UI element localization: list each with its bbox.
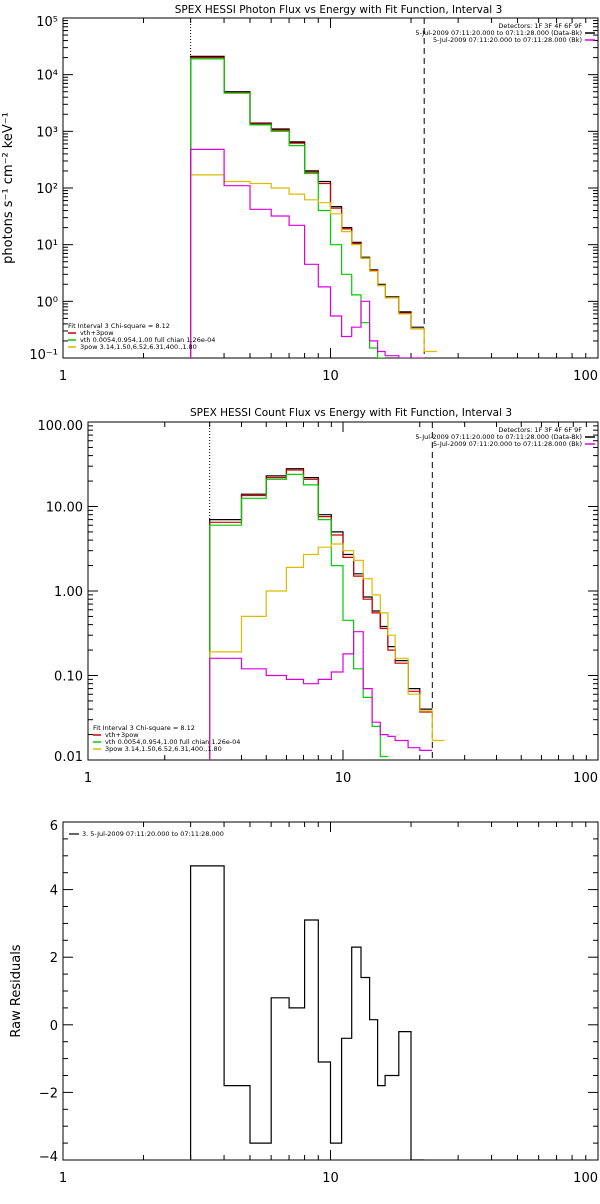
detector-info-line: Detectors: 1F 3F 4F 6F 9F [498, 22, 582, 30]
y-tick-label: 0.01 [54, 750, 83, 765]
x-tick-label: 100 [573, 1171, 598, 1186]
chart-title: SPEX HESSI Photon Flux vs Energy with Fi… [175, 4, 503, 16]
detector-info-line: Detectors: 1F 3F 4F 6F 9F [498, 426, 582, 434]
residual-legend-label: 3. 5-Jul-2009 07:11:20.000 to 07:11:28.0… [82, 830, 224, 838]
fit-legend-line: vth+3pow [105, 731, 139, 739]
fit-legend-line: Fit Interval 3 Chi-square = 8.12 [68, 322, 170, 330]
series-red-histogram [209, 469, 433, 760]
x-tick-label: 1 [59, 369, 67, 384]
y-tick-label: 10.00 [46, 501, 83, 516]
fit-legend-line: vth+3pow [80, 329, 114, 337]
y-tick-label: 10⁻¹ [29, 348, 58, 363]
y-tick-label: 0 [50, 1019, 58, 1034]
fit-legend-line: vth 0.0054,0.954,1.00 full chian 1.26e-0… [80, 336, 215, 344]
series-magenta-histogram [209, 631, 433, 760]
y-tick-label: 2 [50, 951, 58, 966]
y-tick-label: 10¹ [36, 239, 58, 254]
series-group-2 [190, 865, 425, 1160]
series-green-histogram [209, 473, 388, 760]
series-black-histogram [190, 865, 425, 1160]
fit-legend-line: Fit Interval 3 Chi-square = 8.12 [93, 724, 195, 732]
detector-info-line: 5-Jul-2009 07:11:20.000 to 07:11:28.000 … [433, 440, 582, 448]
detector-info-line: 5-Jul-2009 07:11:20.000 to 07:11:28.000 … [415, 29, 582, 37]
x-tick-label: 100 [573, 369, 598, 384]
detector-info-line: 5-Jul-2009 07:11:20.000 to 07:11:28.000 … [433, 36, 582, 44]
y-tick-label: −4 [39, 1150, 58, 1165]
series-group-0 [190, 55, 437, 358]
y-tick-label: 10² [36, 182, 58, 197]
x-tick-label: 10 [322, 1171, 339, 1186]
y-tick-label: 6 [50, 819, 58, 834]
series-black-histogram [190, 55, 425, 358]
x-tick-label: 10 [322, 369, 339, 384]
x-tick-label: 1 [59, 1171, 67, 1186]
series-red-histogram [190, 57, 425, 358]
fit-legend-line: 3pow 3.14,1.50,6.52,6.31,400.,1.80 [80, 343, 197, 351]
y-tick-label: 10⁵ [36, 15, 58, 30]
y-tick-label: −2 [39, 1086, 58, 1101]
x-tick-label: 100 [573, 771, 598, 786]
y-tick-label: 10³ [36, 125, 58, 140]
series-yellow-histogram [209, 543, 445, 760]
detector-info-line: 5-Jul-2009 07:11:20.000 to 07:11:28.000 … [415, 433, 582, 441]
y-tick-label: 4 [50, 884, 58, 899]
series-magenta-histogram [190, 148, 425, 358]
chart-title: SPEX HESSI Count Flux vs Energy with Fit… [190, 407, 512, 419]
y-axis-label: Raw Residuals [9, 944, 24, 1037]
y-tick-label: 10⁴ [36, 69, 58, 84]
x-tick-label: 10 [335, 771, 352, 786]
series-green-histogram [190, 58, 386, 358]
y-tick-label: 100.00 [38, 419, 84, 434]
y-tick-label: 0.10 [54, 670, 83, 685]
fit-legend-line: vth 0.0054,0.954,1.00 full chian 1.26e-0… [105, 738, 240, 746]
series-group-1 [209, 468, 445, 760]
x-tick-label: 1 [84, 771, 92, 786]
y-tick-label: 1.00 [54, 585, 83, 600]
y-tick-label: 10⁰ [36, 295, 58, 310]
series-yellow-histogram [190, 174, 437, 358]
y-axis-label: photons s⁻¹ cm⁻² keV⁻¹ [1, 112, 16, 264]
fit-legend-line: 3pow 3.14,1.50,6.52,6.31,400.,1.80 [105, 745, 222, 753]
series-black-histogram [209, 468, 433, 760]
